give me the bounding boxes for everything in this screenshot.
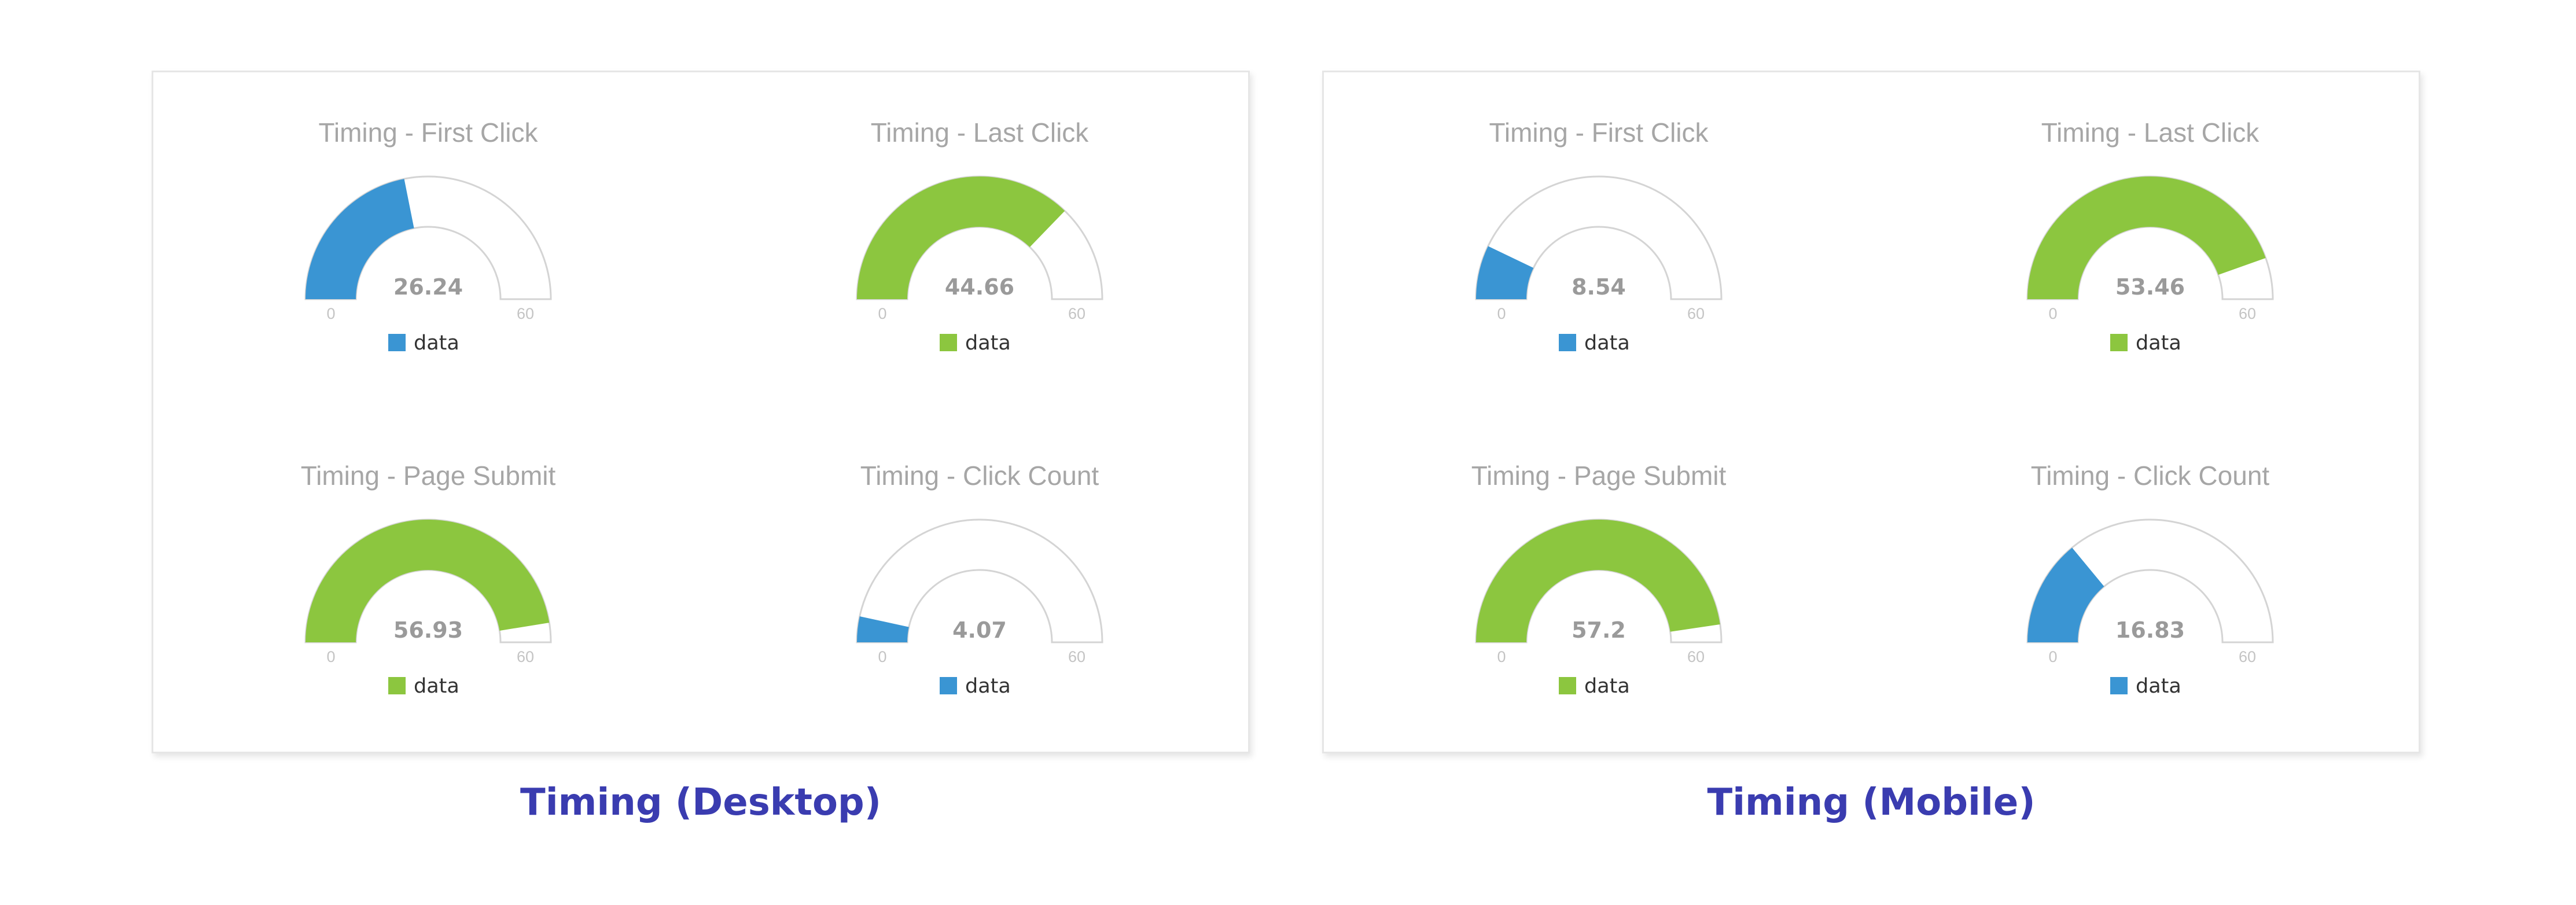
legend-swatch — [2110, 677, 2128, 694]
legend-label: data — [965, 332, 1011, 355]
legend-label: data — [1584, 675, 1630, 698]
gauge-value-label: 8.54 — [1572, 274, 1626, 300]
gauge-title: Timing - Click Count — [860, 461, 1099, 491]
gauge-value-arc — [857, 176, 1065, 299]
gauge-min-tick: 0 — [1497, 305, 1506, 322]
legend-swatch — [940, 334, 957, 351]
gauge-min-tick: 0 — [2048, 305, 2057, 322]
mobile-gauge-1: Timing - First Click 8.54 0 60 data — [1475, 117, 1723, 355]
gauge-value-arc — [306, 179, 414, 299]
gauge-title: Timing - Last Click — [2041, 117, 2260, 148]
gauge-min-tick: 0 — [326, 305, 335, 322]
legend-swatch — [940, 677, 957, 694]
desktop-panel-caption: Timing (Desktop) — [520, 781, 881, 824]
mobile-timing-panel: Timing - First Click 8.54 0 60 data Timing - … — [1322, 71, 2420, 753]
gauge-track — [2026, 518, 2274, 643]
legend-swatch — [388, 677, 406, 694]
gauge-title: Timing - First Click — [318, 117, 538, 148]
legend-swatch — [1559, 677, 1576, 694]
desktop-timing-panel: Timing - First Click 26.24 0 60 data Timing -… — [152, 71, 1250, 753]
gauge-track — [856, 518, 1103, 643]
gauge-max-tick: 60 — [2239, 305, 2256, 322]
legend-label: data — [414, 675, 459, 698]
gauge-title: Timing - Page Submit — [1471, 461, 1727, 491]
gauge-max-tick: 60 — [517, 305, 534, 322]
gauge-min-tick: 0 — [2048, 648, 2057, 665]
legend-swatch — [388, 334, 406, 351]
gauge-value-arc — [1476, 246, 1534, 299]
gauge-min-tick: 0 — [1497, 648, 1506, 665]
mobile-gauge-2: Timing - Last Click 53.46 0 60 data — [2026, 117, 2274, 355]
gauge-value-arc — [1476, 520, 1720, 642]
gauge-value-label: 53.46 — [2115, 274, 2185, 300]
gauge-min-tick: 0 — [326, 648, 335, 665]
gauge-value-label: 44.66 — [945, 274, 1014, 300]
gauge-title: Timing - Page Submit — [301, 461, 556, 491]
gauge-min-tick: 0 — [878, 648, 886, 665]
gauge-max-tick: 60 — [2239, 648, 2256, 665]
gauge-max-tick: 60 — [1687, 648, 1705, 665]
desktop-gauge-3: Timing - Page Submit 56.93 0 60 data — [301, 461, 556, 698]
gauge-max-tick: 60 — [1068, 305, 1085, 322]
gauge-value-label: 56.93 — [393, 617, 463, 643]
gauge-value-arc — [306, 519, 550, 642]
gauge-title: Timing - Last Click — [871, 117, 1090, 148]
legend-label: data — [965, 675, 1011, 698]
mobile-panel-caption: Timing (Mobile) — [1707, 781, 2036, 824]
gauge-max-tick: 60 — [1068, 648, 1085, 665]
gauge-value-label: 4.07 — [952, 617, 1007, 643]
gauge-value-arc — [2027, 547, 2104, 642]
gauge-max-tick: 60 — [517, 648, 534, 665]
desktop-gauge-2: Timing - Last Click 44.66 0 60 data — [856, 117, 1103, 355]
gauge-min-tick: 0 — [878, 305, 886, 322]
gauge-value-label: 16.83 — [2115, 617, 2185, 643]
mobile-gauge-4: Timing - Click Count 16.83 0 60 data — [2026, 461, 2274, 698]
legend-label: data — [2136, 332, 2181, 355]
legend-label: data — [1584, 332, 1630, 355]
gauge-value-arc — [2027, 176, 2266, 299]
gauge-max-tick: 60 — [1687, 305, 1705, 322]
legend-swatch — [2110, 334, 2128, 351]
legend-swatch — [1559, 334, 1576, 351]
gauge-track — [1475, 175, 1723, 300]
desktop-gauge-4: Timing - Click Count 4.07 0 60 data — [856, 461, 1103, 698]
mobile-gauge-3: Timing - Page Submit 57.2 0 60 data — [1471, 461, 1727, 698]
gauge-title: Timing - Click Count — [2031, 461, 2270, 491]
legend-label: data — [2136, 675, 2181, 698]
desktop-gauge-1: Timing - First Click 26.24 0 60 data — [304, 117, 552, 355]
legend-label: data — [414, 332, 459, 355]
gauge-title: Timing - First Click — [1489, 117, 1709, 148]
gauge-value-label: 26.24 — [393, 274, 463, 300]
gauge-value-label: 57.2 — [1572, 617, 1626, 643]
gauge-value-arc — [857, 616, 909, 642]
